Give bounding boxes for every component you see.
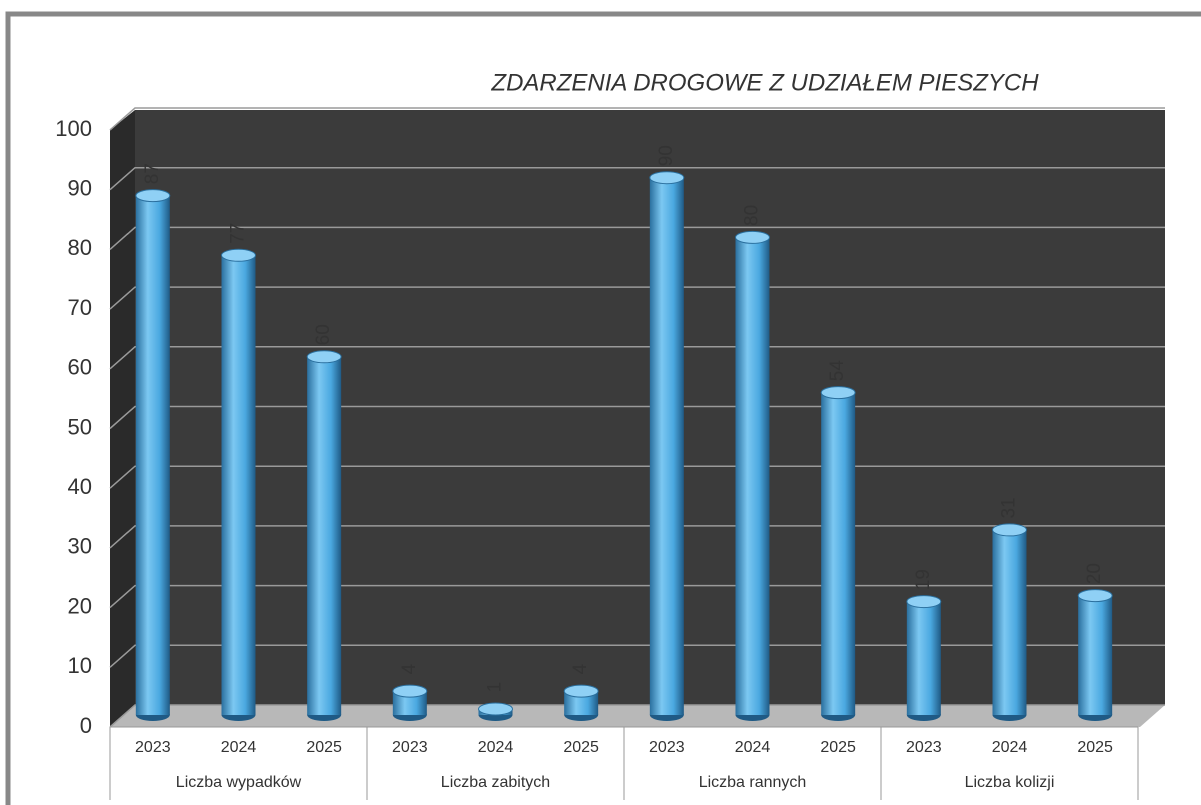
bar-top [135,189,171,203]
x-tick-label: 2023 [649,739,685,756]
bar [392,691,427,715]
x-tick-label: 2024 [221,739,257,756]
data-label: 87 [142,163,163,184]
bar-top [992,523,1027,537]
bar [1078,595,1113,715]
bar-top [563,684,599,698]
bar-top [392,684,428,698]
data-label: 4 [570,663,591,674]
y-tick-label: 20 [68,593,92,618]
grid-line [109,226,1165,250]
x-tick-label: 2023 [135,739,171,756]
x-tick-label: 2025 [306,739,342,756]
grid-line [109,107,1165,131]
data-label: 54 [827,360,848,382]
y-tick-label: 80 [68,235,92,260]
bar [735,237,770,715]
y-tick-label: 30 [68,534,92,559]
grid-line [109,346,1165,370]
data-label: 60 [313,324,334,345]
data-label: 19 [913,569,934,590]
x-tick-label: 2024 [992,739,1028,756]
y-tick-label: 50 [68,414,92,439]
group-label: Liczba wypadków [176,774,302,791]
bar-top [478,702,513,716]
group-label: Liczba rannych [699,774,807,791]
y-tick-label: 100 [55,116,92,141]
bar-top [820,386,856,400]
group-label: Liczba zabitych [441,774,550,791]
bar-top [1077,589,1113,603]
data-label: 20 [1084,563,1105,584]
x-tick-label: 2024 [735,739,771,756]
y-tick-label: 90 [68,176,92,201]
bar [906,601,941,715]
y-tick-label: 10 [68,653,92,678]
y-tick-label: 40 [68,474,92,499]
bar [564,691,599,715]
grid-line [109,166,1165,191]
bar [221,255,256,715]
group-label: Liczba kolizji [965,774,1055,791]
x-tick-label: 2023 [392,739,428,756]
bar-top [306,350,342,364]
bar [307,356,342,715]
bar [992,529,1027,715]
y-tick-label: 70 [68,295,92,320]
data-label: 31 [999,497,1020,518]
y-tick-label: 0 [80,713,92,738]
data-label: 4 [399,663,420,674]
bar [649,177,684,715]
chart-title: ZDARZENIA DROGOWE Z UDZIAŁEM PIESZYCH [490,69,1039,96]
bar-top [735,230,770,244]
x-tick-label: 2025 [820,739,856,756]
bar-top [221,248,256,262]
bar-top [906,595,942,609]
data-label: 77 [228,223,249,244]
floor [110,705,1165,727]
x-tick-label: 2023 [906,739,942,756]
x-tick-label: 2024 [478,739,514,756]
bar [135,195,170,716]
x-tick-label: 2025 [563,739,599,756]
data-label: 90 [656,145,677,166]
data-label: 1 [485,682,506,693]
bar-top [649,171,685,185]
frame [5,11,1201,805]
bar [821,392,856,715]
y-tick-label: 60 [68,355,92,380]
grid-line [109,286,1165,310]
data-label: 80 [742,205,763,226]
left-wall [110,110,135,727]
x-tick-label: 2025 [1077,739,1113,756]
